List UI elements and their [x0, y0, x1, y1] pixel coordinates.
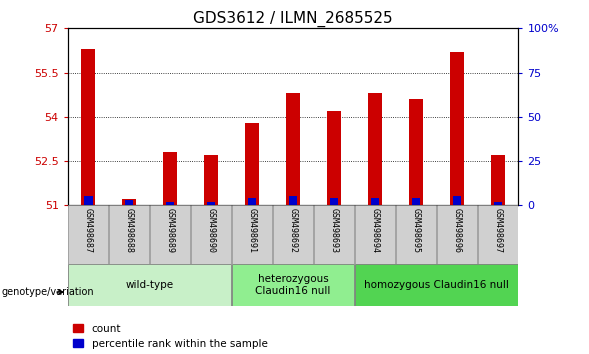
Bar	[450, 52, 464, 205]
Text: GSM498687: GSM498687	[84, 208, 92, 253]
Bar	[355, 205, 395, 264]
Bar	[248, 198, 256, 205]
Bar	[84, 196, 92, 205]
Text: GSM498690: GSM498690	[207, 208, 216, 253]
Text: GSM498696: GSM498696	[452, 208, 461, 253]
Bar	[273, 205, 313, 264]
Bar	[478, 205, 518, 264]
Bar	[396, 205, 436, 264]
Bar	[286, 93, 300, 205]
Text: genotype/variation: genotype/variation	[1, 287, 94, 297]
Text: GSM498694: GSM498694	[370, 208, 379, 253]
Text: GSM498697: GSM498697	[494, 208, 502, 253]
Text: heterozygous
Claudin16 null: heterozygous Claudin16 null	[256, 274, 330, 296]
Bar	[163, 152, 177, 205]
Bar	[68, 264, 231, 306]
Text: GSM498691: GSM498691	[247, 208, 257, 253]
Bar	[409, 99, 423, 205]
Bar	[166, 202, 174, 205]
Text: GSM498688: GSM498688	[125, 208, 134, 253]
Bar	[122, 199, 136, 205]
Bar	[452, 196, 461, 205]
Bar	[289, 196, 297, 205]
Legend: count, percentile rank within the sample: count, percentile rank within the sample	[73, 324, 267, 349]
Bar	[245, 123, 259, 205]
Bar	[232, 205, 272, 264]
Bar	[232, 264, 354, 306]
Bar	[81, 49, 95, 205]
Bar	[494, 202, 502, 205]
Bar	[327, 111, 341, 205]
Bar	[109, 205, 150, 264]
Text: GSM498689: GSM498689	[166, 208, 175, 253]
Bar	[204, 155, 219, 205]
Text: wild-type: wild-type	[125, 280, 174, 290]
Bar	[150, 205, 190, 264]
Bar	[330, 198, 338, 205]
Bar	[370, 198, 379, 205]
Bar	[68, 205, 108, 264]
Bar	[436, 205, 477, 264]
Text: GSM498692: GSM498692	[289, 208, 297, 253]
Text: GSM498695: GSM498695	[411, 208, 421, 253]
Bar	[191, 205, 231, 264]
Bar	[412, 198, 420, 205]
Bar	[491, 155, 505, 205]
Title: GDS3612 / ILMN_2685525: GDS3612 / ILMN_2685525	[193, 11, 393, 27]
Bar	[314, 205, 354, 264]
Text: homozygous Claudin16 null: homozygous Claudin16 null	[364, 280, 509, 290]
Text: GSM498693: GSM498693	[329, 208, 339, 253]
Bar	[125, 200, 134, 205]
Bar	[207, 202, 216, 205]
Bar	[368, 93, 382, 205]
Bar	[355, 264, 518, 306]
